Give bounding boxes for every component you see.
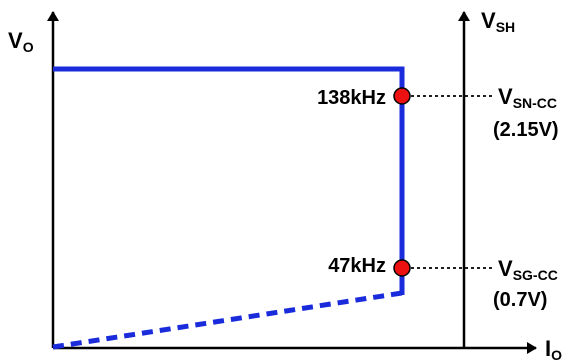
vi-curve-solid: [53, 66, 405, 295]
vsg-cc-label: VSG-CC: [498, 256, 558, 283]
vsh-axis-label: VSH: [481, 8, 515, 35]
vi-curve-dashed: [52, 290, 403, 350]
io-axis-label: IO: [545, 336, 562, 360]
vsn-cc-label: VSN-CC: [498, 84, 557, 111]
marker-138khz: [393, 87, 411, 105]
vsg-cc-value: (0.7V): [493, 289, 547, 311]
marker-47khz: [393, 259, 411, 277]
freq-label-low: 47kHz: [328, 255, 386, 277]
vsn-cc-value: (2.15V): [493, 119, 559, 141]
vo-axis-label: VO: [8, 28, 34, 55]
freq-label-high: 138kHz: [317, 87, 386, 109]
